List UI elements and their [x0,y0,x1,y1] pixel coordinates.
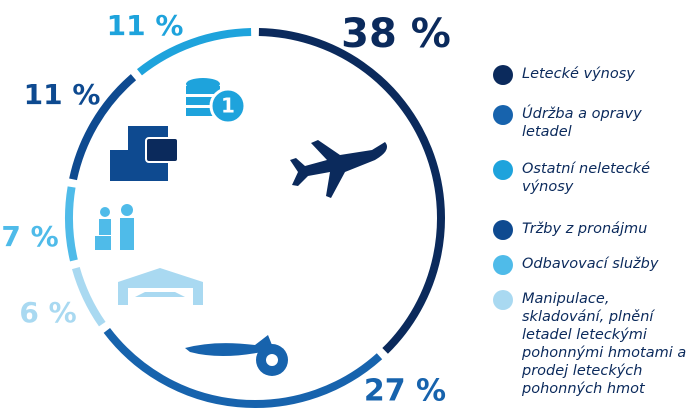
donut-segment [65,186,78,262]
legend-label: Tržby z pronájmu [522,221,648,237]
legend-swatch [493,290,513,310]
legend-label: Odbavovací služby [522,256,659,272]
donut-segment [103,328,383,408]
legend-swatch [493,255,513,275]
value-label: 27 % [364,374,446,409]
donut-segment [69,74,137,181]
legend-swatch [493,220,513,240]
legend-label: Letecké výnosy [522,66,635,82]
legend-label: Údržba a opravy letadel [522,106,642,140]
legend-label: Manipulace, skladování, plnění letadel l… [522,291,687,397]
legend-swatch [493,105,513,125]
value-label: 11 % [107,9,184,42]
value-label: 38 % [341,11,451,57]
legend-swatch [493,160,513,180]
donut-segment [258,28,445,354]
icons: 1 [95,78,388,376]
svg-text:1: 1 [221,94,235,118]
legend-label: Ostatní neletecké výnosy [522,161,651,195]
value-label: 6 % [19,296,76,329]
donut-segment [71,266,106,327]
value-label: 7 % [1,220,58,253]
donut-segment [136,28,252,76]
legend-swatch [493,65,513,85]
value-label: 11 % [24,78,101,111]
